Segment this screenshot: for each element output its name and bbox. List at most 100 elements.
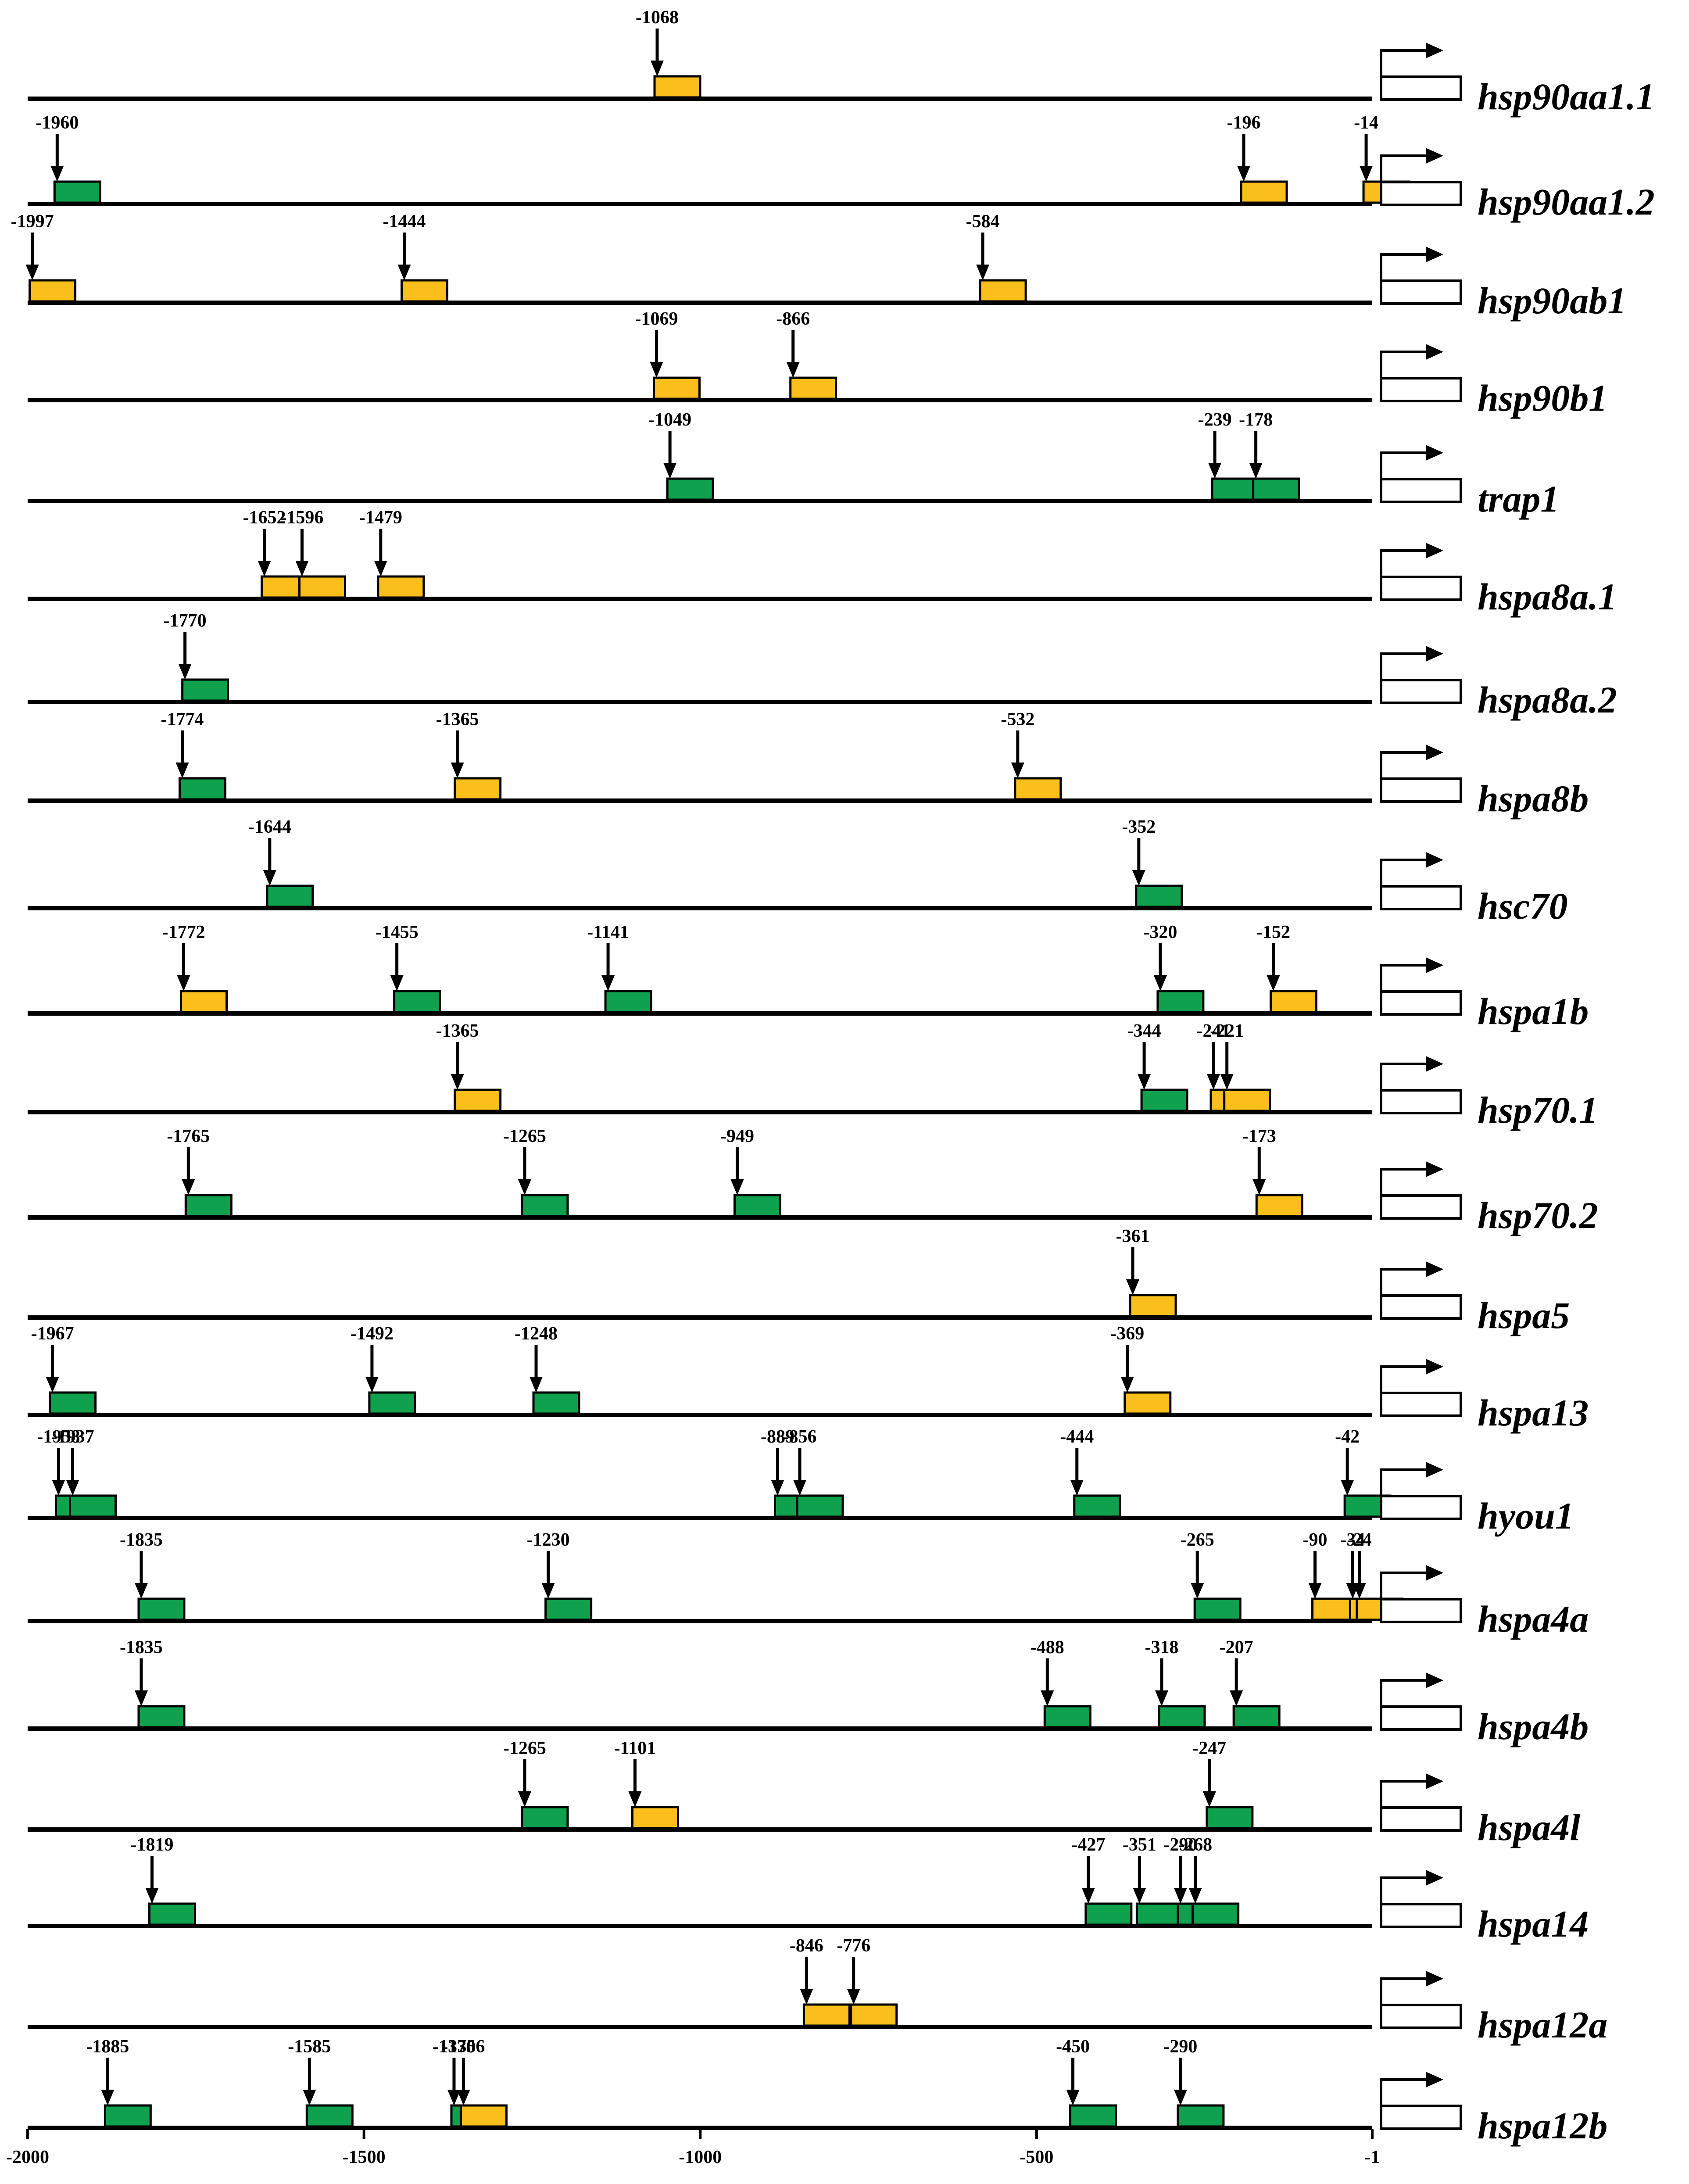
tss-arrowhead-icon bbox=[1426, 1870, 1443, 1886]
binding-site-box bbox=[1255, 1194, 1303, 1217]
tss-arrowhead-icon bbox=[1426, 1672, 1443, 1688]
site-arrow-icon bbox=[1081, 1888, 1095, 1904]
gene-box bbox=[1380, 1903, 1462, 1928]
tss-arrow-line bbox=[1380, 1572, 1430, 1599]
tss-arrowhead-icon bbox=[1426, 745, 1443, 760]
tss-arrow-line bbox=[1380, 1876, 1430, 1904]
gene-name-label: hspa4a bbox=[1478, 1598, 1589, 1640]
gene-box bbox=[1380, 885, 1462, 910]
binding-site-box bbox=[377, 575, 425, 599]
site-position-label: -1770 bbox=[164, 611, 207, 631]
site-position-label: -207 bbox=[1220, 1637, 1253, 1658]
gene-box bbox=[1380, 1495, 1462, 1520]
site-arrow-icon bbox=[175, 763, 189, 778]
site-position-label: -1230 bbox=[527, 1530, 570, 1550]
site-arrow-icon bbox=[976, 265, 990, 280]
site-arrow-icon bbox=[651, 61, 664, 76]
tss-arrow-line bbox=[1380, 1268, 1430, 1296]
site-position-label: -1365 bbox=[436, 709, 479, 730]
site-position-label: -1265 bbox=[503, 1738, 546, 1758]
site-position-label: -1365 bbox=[436, 1021, 479, 1041]
site-position-label: -42 bbox=[1335, 1427, 1360, 1447]
site-position-label: -1101 bbox=[614, 1738, 656, 1758]
binding-site-box bbox=[181, 678, 229, 702]
tss-arrow-line bbox=[1380, 549, 1430, 577]
binding-site-box bbox=[666, 477, 714, 501]
site-arrow-icon bbox=[786, 362, 800, 378]
binding-site-box bbox=[1084, 1902, 1133, 1926]
site-position-label: -1819 bbox=[131, 1835, 174, 1855]
gene-box bbox=[1380, 1598, 1462, 1623]
binding-site-box bbox=[266, 884, 314, 908]
tss-arrowhead-icon bbox=[1426, 344, 1443, 360]
tss-arrowhead-icon bbox=[1426, 2072, 1443, 2087]
binding-site-box bbox=[733, 1194, 781, 1217]
site-position-label: -351 bbox=[1123, 1835, 1156, 1855]
gene-name-label: hsp90b1 bbox=[1478, 377, 1607, 419]
axis-tick-label: -500 bbox=[1020, 2147, 1053, 2167]
site-position-label: -369 bbox=[1110, 1324, 1144, 1344]
site-position-label: -1644 bbox=[248, 817, 291, 837]
site-position-label: -1835 bbox=[120, 1637, 163, 1658]
gene-box bbox=[1380, 1806, 1462, 1832]
gene-name-label: hspa8a.2 bbox=[1478, 679, 1617, 721]
gene-name-label: hsp70.1 bbox=[1478, 1089, 1598, 1131]
axis-tick-label: -2000 bbox=[6, 2147, 49, 2167]
binding-site-box bbox=[298, 575, 346, 599]
site-position-label: -1455 bbox=[376, 922, 419, 942]
tss-arrowhead-icon bbox=[1426, 1056, 1443, 1072]
site-arrow-icon bbox=[1155, 1690, 1168, 1706]
site-arrow-icon bbox=[518, 1791, 531, 1807]
site-position-label: -444 bbox=[1060, 1427, 1094, 1447]
gene-row-hsp70.2: -1765 -1265 -949 -173 hsp70.2 bbox=[28, 1126, 1598, 1236]
site-position-label: -866 bbox=[776, 309, 810, 329]
site-arrow-icon bbox=[1341, 1480, 1354, 1496]
gene-box bbox=[1380, 1392, 1462, 1417]
site-position-label: -173 bbox=[1242, 1126, 1276, 1146]
site-arrow-icon bbox=[258, 561, 271, 576]
binding-site-box bbox=[1069, 2104, 1117, 2128]
site-arrow-icon bbox=[182, 1179, 195, 1195]
site-arrow-icon bbox=[1126, 1279, 1140, 1295]
site-position-label: -344 bbox=[1127, 1021, 1161, 1041]
tss-arrowhead-icon bbox=[1426, 1565, 1443, 1581]
binding-site-box bbox=[29, 279, 77, 303]
tss-arrowhead-icon bbox=[1426, 247, 1443, 262]
site-arrow-icon bbox=[374, 561, 387, 576]
binding-site-box bbox=[1269, 990, 1317, 1013]
site-position-label: -1997 bbox=[11, 211, 54, 232]
binding-site-box bbox=[49, 1391, 97, 1415]
gene-box bbox=[1380, 75, 1462, 101]
gene-row-hspa14: -1819 -427 -351 -290-268 hspa14 bbox=[28, 1835, 1589, 1945]
gene-name-label: hsp70.2 bbox=[1478, 1194, 1598, 1236]
site-position-label: -856 bbox=[783, 1427, 817, 1447]
site-arrow-icon bbox=[451, 1074, 464, 1090]
site-arrow-icon bbox=[663, 463, 677, 479]
tss-arrow-line bbox=[1380, 1679, 1430, 1707]
binding-site-box bbox=[400, 279, 448, 303]
site-position-label: -152 bbox=[1256, 922, 1290, 942]
site-arrow-icon bbox=[1133, 1888, 1146, 1904]
binding-site-box bbox=[1156, 990, 1205, 1013]
tss-arrowhead-icon bbox=[1426, 1773, 1443, 1789]
binding-site-box bbox=[368, 1391, 416, 1415]
gene-row-hspa12b: -1885 -1585 -1370-1356 -450 -290 hspa12b bbox=[28, 2037, 1607, 2147]
site-position-label: -247 bbox=[1192, 1738, 1226, 1758]
site-position-label: -427 bbox=[1071, 1835, 1105, 1855]
site-arrow-icon bbox=[1070, 1480, 1084, 1496]
gene-row-hsp90aa1.2: -1960 -196 -14 hsp90aa1.2 bbox=[28, 113, 1655, 223]
site-arrow-icon bbox=[397, 265, 411, 280]
site-position-label: -241 bbox=[1197, 1021, 1231, 1041]
site-arrow-icon bbox=[263, 870, 276, 886]
gene-name-label: hspa13 bbox=[1478, 1392, 1589, 1434]
gene-name-label: hspa12b bbox=[1478, 2105, 1607, 2147]
gene-name-label: hsp90ab1 bbox=[1478, 279, 1626, 322]
binding-site-box bbox=[69, 1494, 117, 1518]
tss-arrow-line bbox=[1380, 351, 1430, 378]
site-position-label: -1248 bbox=[515, 1324, 558, 1344]
site-position-label: -318 bbox=[1145, 1637, 1178, 1658]
gene-box bbox=[1380, 990, 1462, 1016]
site-position-label: -584 bbox=[966, 211, 1000, 232]
site-arrow-icon bbox=[1230, 1690, 1243, 1706]
